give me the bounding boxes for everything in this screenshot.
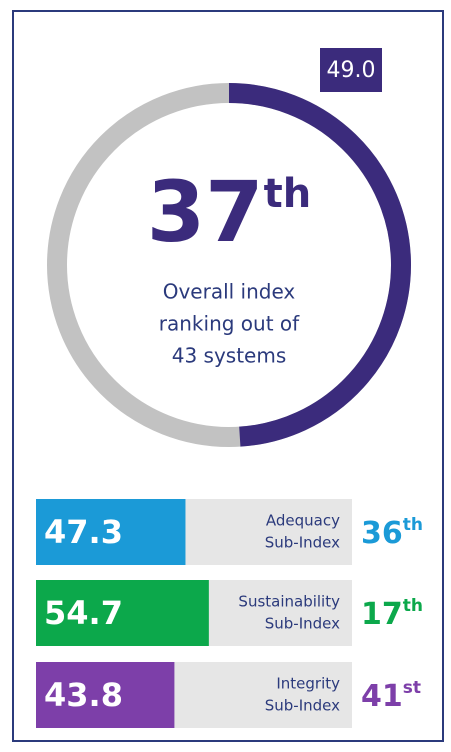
sub-rank-suffix: st bbox=[403, 678, 421, 698]
sub-rank-suffix: th bbox=[403, 596, 423, 616]
sub-rank-number: 36 bbox=[361, 516, 403, 551]
bar-value-label: 54.7 bbox=[44, 594, 123, 632]
sub-rank-number: 17 bbox=[361, 597, 403, 632]
category-label: Sub-Index bbox=[265, 697, 340, 715]
rank-number: 37 bbox=[147, 163, 264, 261]
sub-rank-number: 41 bbox=[361, 679, 403, 714]
bar-value-label: 43.8 bbox=[44, 676, 123, 714]
category-label: Sustainability bbox=[238, 593, 340, 611]
value-badge bbox=[320, 48, 382, 92]
category-label: Sub-Index bbox=[265, 534, 340, 552]
sub-rank-suffix: th bbox=[403, 515, 423, 535]
category-label: Integrity bbox=[276, 675, 340, 693]
category-label: Adequacy bbox=[266, 512, 340, 530]
sub-rank: 36th bbox=[361, 515, 423, 551]
bar bbox=[36, 662, 175, 728]
gauge-value-label: 49.0 bbox=[327, 58, 376, 83]
caption-line: Overall index bbox=[163, 280, 296, 304]
sub-rank: 41st bbox=[361, 678, 421, 714]
rank: 37th bbox=[147, 163, 312, 261]
category-label: Sub-Index bbox=[265, 615, 340, 633]
rank-suffix: th bbox=[264, 171, 312, 217]
bar-value-label: 47.3 bbox=[44, 513, 123, 551]
caption-line: ranking out of bbox=[159, 312, 300, 336]
frame bbox=[12, 10, 444, 742]
sub-rank: 17th bbox=[361, 596, 423, 632]
bar bbox=[36, 580, 209, 646]
caption-line: 43 systems bbox=[172, 344, 287, 368]
gauge-arc bbox=[228, 83, 412, 447]
bar bbox=[36, 499, 186, 565]
